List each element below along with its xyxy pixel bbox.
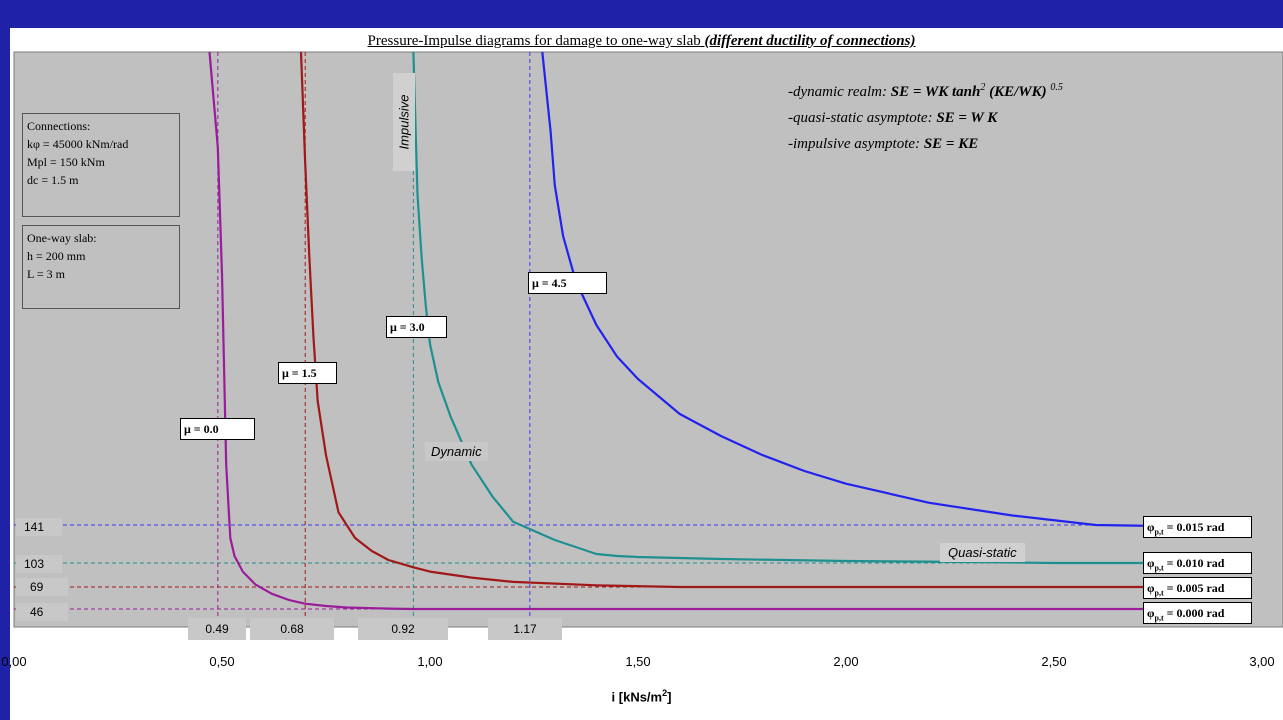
phi-value: = 0.010 rad [1163, 556, 1225, 570]
impulsive-label: Impulsive [396, 94, 412, 150]
x-tick-label-3: 1,50 [625, 654, 650, 669]
ref-y-label-2: 69 [16, 578, 68, 596]
mu-label-2: μ = 3.0 [386, 316, 447, 338]
connections-k: kφ = 45000 kNm/rad [27, 137, 129, 151]
formula-imp-bold: SE = KE [923, 136, 979, 152]
x-axis-title-sup: 2 [662, 688, 668, 698]
ref-x-label-1: 0.68 [250, 618, 334, 640]
ref-x-label-3: 1.17 [488, 618, 562, 640]
x-tick-label-4: 2,00 [833, 654, 858, 669]
phi-sub: p,t [1154, 588, 1164, 598]
phi-symbol: φ [1147, 556, 1155, 570]
formula-quasi-static: -quasi-static asymptote: SE = W K [788, 110, 997, 127]
formula-impulsive: -impulsive asymptote: SE = KE [788, 136, 978, 153]
ref-y-label-3: 46 [16, 603, 68, 621]
series-line-2 [412, 51, 1158, 565]
chart-title-main: Pressure-Impulse diagrams for damage to … [367, 33, 701, 49]
formula-dynamic-bold: SE = WK tanh [890, 84, 981, 100]
mu-label-1: μ = 1.5 [278, 362, 337, 384]
phi-label-0: φp,t = 0.015 rad [1143, 516, 1252, 538]
phi-value: = 0.005 rad [1163, 581, 1225, 595]
x-tick-label-6: 3,00 [1249, 654, 1274, 669]
phi-sub: p,t [1154, 613, 1164, 623]
phi-label-1: φp,t = 0.010 rad [1143, 552, 1252, 574]
formula-dynamic: -dynamic realm: SE = WK tanh2 (KE/WK) 0.… [788, 82, 1063, 101]
slab-box: One-way slab: h = 200 mm L = 3 m [22, 225, 180, 309]
chart-title: Pressure-Impulse diagrams for damage to … [0, 33, 1283, 50]
ref-y-label-0: 141 [16, 518, 62, 536]
phi-symbol: φ [1147, 520, 1155, 534]
phi-label-2: φp,t = 0.005 rad [1143, 577, 1252, 599]
connections-dc: dc = 1.5 m [27, 173, 79, 187]
dynamic-label: Dynamic [425, 442, 488, 461]
x-axis-title-end: ] [667, 689, 672, 705]
phi-label-3: φp,t = 0.000 rad [1143, 602, 1252, 624]
phi-value: = 0.000 rad [1163, 606, 1225, 620]
plot-area [13, 51, 1283, 628]
series-line-1 [299, 51, 1158, 589]
series-line-0 [208, 51, 1158, 611]
phi-sub: p,t [1154, 563, 1164, 573]
impulsive-label-bg: Impulsive [393, 73, 415, 171]
slab-l: L = 3 m [27, 267, 65, 281]
series-line-3 [541, 51, 1159, 528]
x-ticks: 0,00 0,50 1,00 1,50 2,00 2,50 3,00 [1, 654, 1274, 669]
x-tick-label-0: 0,00 [1, 654, 26, 669]
quasi-static-label: Quasi-static [940, 543, 1025, 562]
slab-h: h = 200 mm [27, 249, 86, 263]
x-axis-title: i [kNs/m2] [0, 688, 1283, 704]
x-tick-label-2: 1,00 [417, 654, 442, 669]
ref-x-label-2: 0.92 [358, 618, 448, 640]
connections-title: Connections: [27, 119, 91, 133]
slab-title: One-way slab: [27, 231, 97, 245]
phi-symbol: φ [1147, 606, 1155, 620]
ref-y-label-1: 103 [16, 555, 62, 573]
chart-title-italic: (different ductility of connections) [704, 33, 916, 49]
formula-qs-prefix: -quasi-static asymptote: [788, 110, 937, 126]
phi-sub: p,t [1154, 527, 1164, 537]
ref-x-label-0: 0.49 [188, 618, 246, 640]
formula-dynamic-prefix: -dynamic realm: [788, 84, 891, 100]
formula-imp-prefix: -impulsive asymptote: [788, 136, 924, 152]
mu-label-3: μ = 4.5 [528, 272, 607, 294]
mu-label-0: μ = 0.0 [180, 418, 255, 440]
formula-dynamic-sup1: 2 [980, 82, 986, 93]
phi-symbol: φ [1147, 581, 1155, 595]
formula-dynamic-sup2: 0.5 [1050, 82, 1063, 93]
x-tick-label-1: 0,50 [209, 654, 234, 669]
formula-dynamic-rest: (KE/WK) [985, 84, 1051, 100]
connections-box: Connections: kφ = 45000 kNm/rad Mpl = 15… [22, 113, 180, 217]
formula-qs-bold: SE = W K [936, 110, 998, 126]
phi-value: = 0.015 rad [1163, 520, 1225, 534]
x-axis-title-text: i [kNs/m [611, 689, 663, 705]
connections-mpl: Mpl = 150 kNm [27, 155, 105, 169]
x-tick-label-5: 2,50 [1041, 654, 1066, 669]
series-group [208, 51, 1159, 611]
